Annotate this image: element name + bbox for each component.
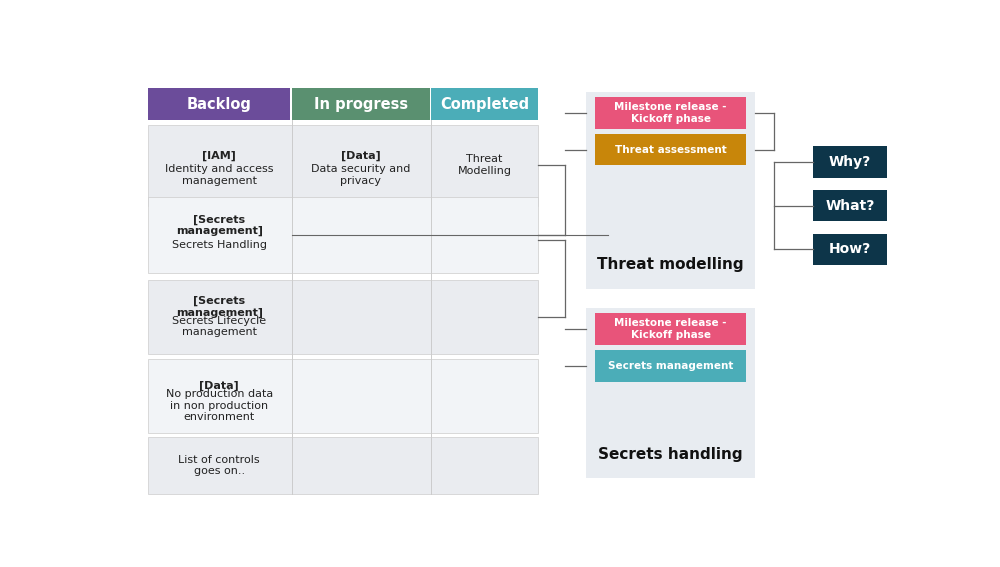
Text: Secrets Lifecycle
management: Secrets Lifecycle management xyxy=(172,316,266,337)
FancyBboxPatch shape xyxy=(595,134,746,166)
FancyBboxPatch shape xyxy=(148,280,538,354)
FancyBboxPatch shape xyxy=(595,314,746,345)
FancyBboxPatch shape xyxy=(148,88,290,120)
FancyBboxPatch shape xyxy=(292,88,430,120)
Text: How?: How? xyxy=(829,242,871,256)
FancyBboxPatch shape xyxy=(595,98,746,129)
Text: Threat assessment: Threat assessment xyxy=(615,145,726,155)
Text: Data security and
privacy: Data security and privacy xyxy=(311,164,410,185)
FancyBboxPatch shape xyxy=(148,197,538,273)
Text: Backlog: Backlog xyxy=(187,96,252,112)
FancyBboxPatch shape xyxy=(813,190,887,221)
Text: [Data]: [Data] xyxy=(199,381,239,391)
Text: Threat modelling: Threat modelling xyxy=(597,257,744,272)
Text: Milestone release -
Kickoff phase: Milestone release - Kickoff phase xyxy=(614,102,727,124)
FancyBboxPatch shape xyxy=(148,437,538,494)
Text: What?: What? xyxy=(825,198,875,213)
Text: List of controls
goes on..: List of controls goes on.. xyxy=(178,455,260,476)
Text: Threat
Modelling: Threat Modelling xyxy=(458,154,512,176)
Text: Identity and access
management: Identity and access management xyxy=(165,164,273,185)
FancyBboxPatch shape xyxy=(148,125,538,206)
Text: Secrets management: Secrets management xyxy=(608,361,733,371)
Text: No production data
in non production
environment: No production data in non production env… xyxy=(166,389,273,422)
FancyBboxPatch shape xyxy=(813,146,887,177)
Text: Why?: Why? xyxy=(829,155,871,169)
FancyBboxPatch shape xyxy=(586,308,755,479)
Text: Milestone release -
Kickoff phase: Milestone release - Kickoff phase xyxy=(614,318,727,340)
Text: [Secrets
management]: [Secrets management] xyxy=(176,296,263,318)
Text: Completed: Completed xyxy=(440,96,529,112)
FancyBboxPatch shape xyxy=(148,359,538,433)
Text: [Data]: [Data] xyxy=(341,150,380,160)
Text: [Secrets
management]: [Secrets management] xyxy=(176,214,263,236)
FancyBboxPatch shape xyxy=(595,350,746,382)
FancyBboxPatch shape xyxy=(813,234,887,265)
Text: In progress: In progress xyxy=(314,96,408,112)
Text: Secrets handling: Secrets handling xyxy=(598,447,743,462)
Text: [IAM]: [IAM] xyxy=(202,150,236,160)
FancyBboxPatch shape xyxy=(586,92,755,289)
Text: Secrets Handling: Secrets Handling xyxy=(172,240,267,249)
FancyBboxPatch shape xyxy=(431,88,538,120)
